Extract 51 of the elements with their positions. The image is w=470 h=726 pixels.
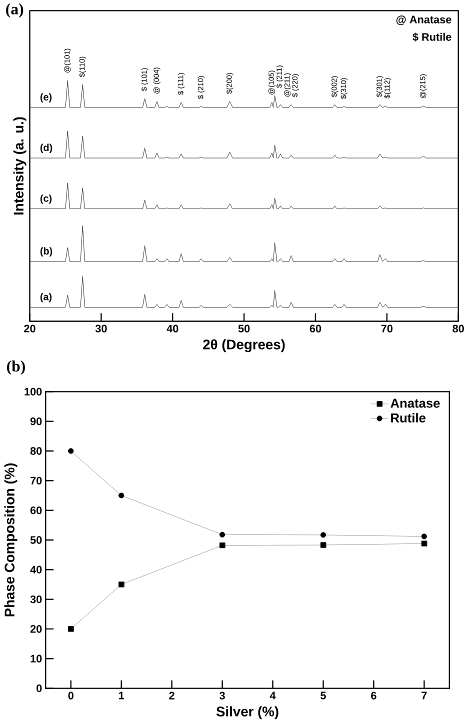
series-label: (e): [40, 93, 52, 102]
x-tick-label: 7: [422, 692, 427, 700]
y-axis-title: Intensity (a. u.): [13, 117, 26, 214]
point: [118, 582, 124, 588]
y-tick-label: 70: [30, 476, 42, 484]
series-label: (b): [40, 247, 52, 257]
legend-label: Rutile: [390, 413, 426, 422]
x-tick-label: 4: [270, 692, 276, 700]
point: [320, 542, 326, 548]
x-tick-label: 6: [370, 692, 376, 700]
x-tick-label: 30: [95, 324, 107, 332]
x-axis-title: Silver (%): [216, 706, 278, 720]
point: [219, 542, 225, 548]
x-axis-title: 2θ (Degrees): [202, 339, 285, 352]
series-label: (c): [40, 194, 52, 204]
x-tick-label: 20: [24, 324, 36, 332]
x-tick-label: 1: [118, 692, 124, 700]
x-tick-label: 50: [238, 324, 250, 332]
x-tick-label: 5: [320, 692, 326, 700]
point: [421, 540, 427, 546]
y-tick-label: 90: [30, 417, 42, 426]
text: @ Anatase: [396, 16, 452, 25]
chart-title: (a): [6, 3, 24, 18]
text: $ Rutile: [412, 32, 452, 42]
point: [421, 534, 427, 540]
y-axis-title: Phase Composition (%): [4, 463, 18, 616]
x-tick-label: 2: [169, 692, 174, 700]
x-tick-label: 80: [452, 324, 464, 332]
y-tick-label: 20: [30, 625, 42, 633]
point: [219, 532, 225, 538]
y-tick-label: 0: [36, 684, 42, 692]
chart-title: (b): [6, 360, 25, 375]
x-tick-label: 40: [166, 324, 178, 332]
y-tick-label: 100: [24, 388, 42, 396]
x-tick-label: 0: [68, 692, 74, 700]
y-tick-label: 10: [30, 654, 42, 662]
y-tick-label: 60: [30, 506, 42, 514]
point: [68, 626, 74, 632]
x-tick-label: 3: [219, 692, 225, 700]
y-tick-label: 40: [30, 566, 42, 574]
point: [320, 532, 326, 538]
series-label: (a): [40, 293, 52, 302]
point: [68, 448, 74, 454]
point: [118, 492, 124, 498]
y-tick-label: 50: [30, 536, 42, 544]
x-tick-label: 70: [381, 324, 392, 332]
x-tick-label: 60: [310, 324, 321, 332]
y-tick-label: 80: [30, 447, 42, 455]
series-label: (d): [40, 144, 52, 154]
legend-label: Anatase: [390, 398, 440, 408]
y-tick-label: 30: [30, 595, 42, 604]
